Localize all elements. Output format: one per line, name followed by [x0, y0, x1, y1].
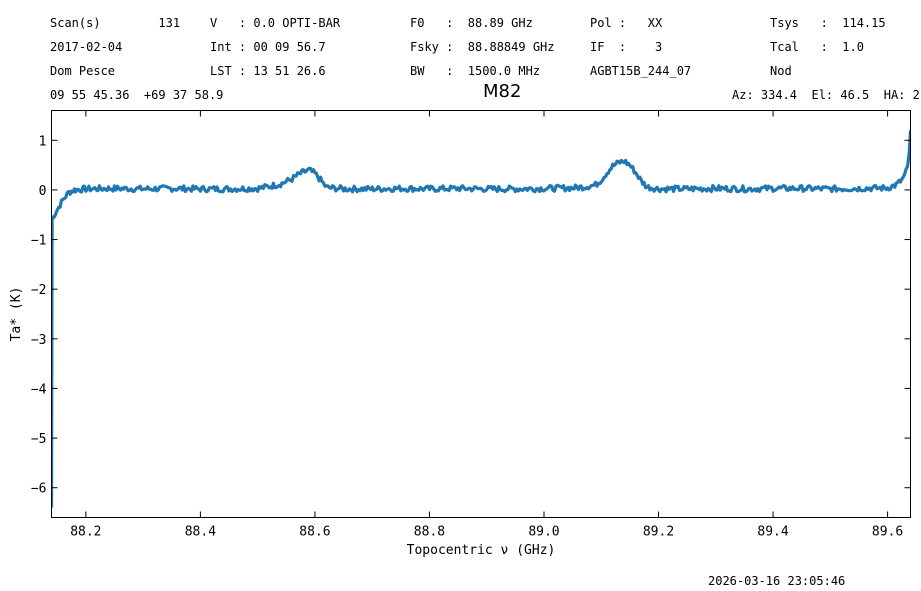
header-date: 2017-02-04: [50, 40, 123, 54]
header-int-time: Int : 00 09 56.7: [210, 40, 326, 54]
header-coords: 09 55 45.36 +69 37 58.9: [50, 88, 224, 102]
y-tick-label: −6: [31, 482, 47, 497]
header-fsky: Fsky : 88.88849 GHz: [410, 40, 555, 54]
y-tick-label: 1: [39, 134, 47, 149]
y-tick-label: −3: [31, 333, 47, 348]
y-tick-label: −5: [31, 432, 47, 447]
header-if: IF : 3: [590, 40, 663, 54]
header-tcal: Tcal : 1.0: [770, 40, 864, 54]
header-procedure: Nod: [770, 64, 792, 78]
y-tick-label: −4: [31, 382, 47, 397]
header-tsys: Tsys : 114.15: [770, 16, 886, 30]
header-azel: Az: 334.4 El: 46.5 HA: 2: [732, 88, 920, 102]
x-tick-label: 88.2: [70, 525, 101, 540]
x-axis-label: Topocentric ν (GHz): [407, 543, 556, 558]
y-tick-label: −1: [31, 234, 47, 249]
header-observer: Dom Pesce: [50, 64, 116, 78]
x-tick-label: 89.2: [643, 525, 674, 540]
timestamp: 2026-03-16 23:05:46: [708, 574, 846, 588]
plot-frame: [51, 110, 911, 518]
chart-title: M82: [483, 81, 522, 102]
header-scan: Scan(s) 131: [50, 16, 181, 30]
y-axis-label: Ta* (K): [9, 287, 24, 342]
x-tick-label: 88.4: [185, 525, 216, 540]
header-f0: F0 : 88.89 GHz: [410, 16, 533, 30]
x-tick-label: 88.8: [414, 525, 445, 540]
header-pol: Pol : XX: [590, 16, 663, 30]
header-velocity: V : 0.0 OPTI-BAR: [210, 16, 341, 30]
x-tick-label: 89.0: [528, 525, 559, 540]
x-tick-label: 89.6: [872, 525, 903, 540]
header-lst: LST : 13 51 26.6: [210, 64, 326, 78]
y-tick-label: −2: [31, 283, 47, 298]
header-bw: BW : 1500.0 MHz: [410, 64, 541, 78]
y-tick-label: 0: [39, 184, 47, 199]
series-line-0: [51, 130, 911, 508]
header-project: AGBT15B_244_07: [590, 64, 692, 78]
x-tick-label: 89.4: [757, 525, 788, 540]
x-tick-label: 88.6: [299, 525, 330, 540]
